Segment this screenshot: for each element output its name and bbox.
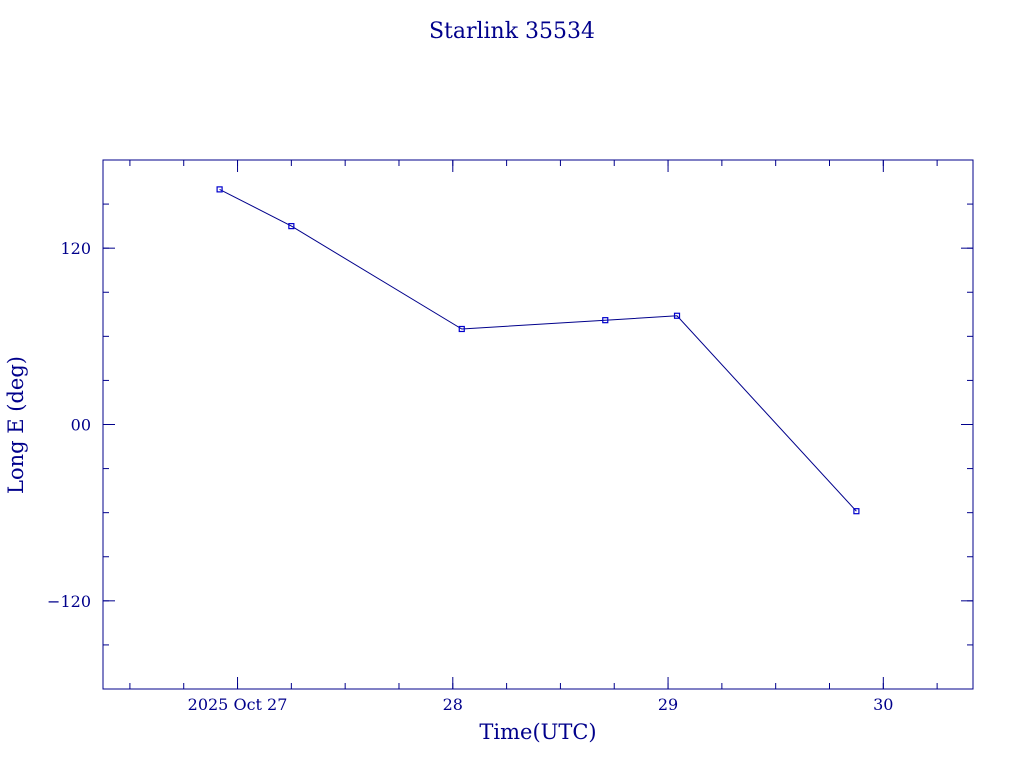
data-point (458, 325, 465, 333)
y-tick-label: −120 (47, 592, 91, 611)
minor-ticks (103, 160, 973, 689)
series-layer (216, 186, 860, 515)
y-tick-label: 00 (71, 416, 91, 435)
data-point (288, 223, 295, 230)
y-axis-label: Long E (deg) (4, 356, 28, 494)
chart-title: Starlink 35534 (429, 19, 595, 44)
x-tick-label: 30 (873, 695, 893, 714)
y-tick-label: 120 (60, 239, 91, 258)
x-axis-label: Time(UTC) (479, 720, 596, 744)
data-point (853, 508, 860, 515)
y-ticks: 120 00 −120 (47, 239, 973, 611)
data-point (216, 186, 223, 193)
plot-frame (102, 159, 974, 690)
data-point (602, 317, 609, 324)
x-tick-label: 29 (658, 695, 678, 714)
data-point (673, 312, 681, 319)
x-ticks: 2025 Oct 27 28 29 30 (188, 160, 893, 714)
series-line (219, 188, 857, 512)
x-tick-label: 2025 Oct 27 (188, 695, 288, 714)
x-tick-label: 28 (443, 695, 463, 714)
